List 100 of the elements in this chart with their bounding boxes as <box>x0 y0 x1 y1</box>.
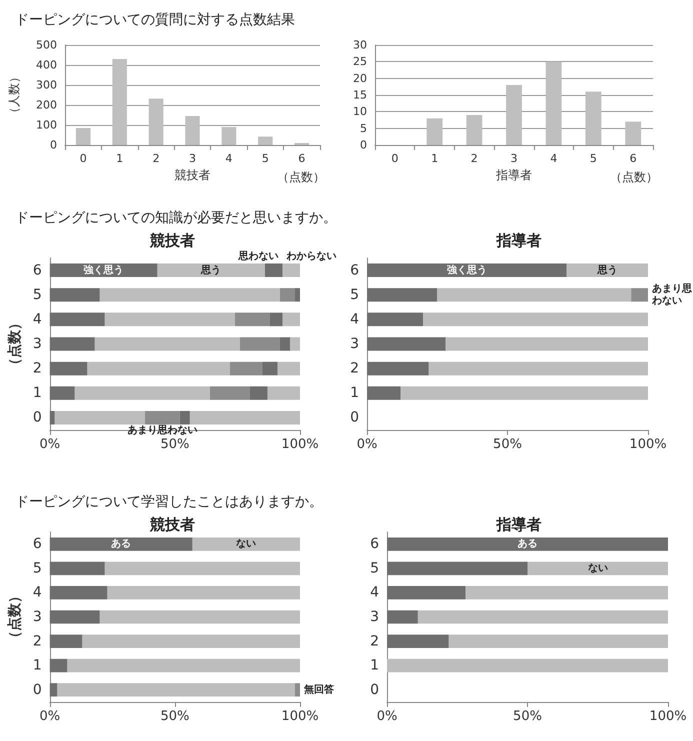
y-tick-label: 2 <box>32 633 42 650</box>
bar <box>367 312 424 326</box>
chart-subtitle: 競技者 <box>149 232 195 250</box>
series-label: ある <box>518 538 538 550</box>
y-tick-label: 400 <box>36 58 57 72</box>
bar <box>387 634 449 648</box>
bar <box>426 118 443 145</box>
y-tick-label: 4 <box>32 584 42 601</box>
bar <box>387 562 528 576</box>
bar <box>367 386 401 400</box>
y-tick-label: 3 <box>32 609 42 625</box>
x-tick-label: 50% <box>160 437 190 452</box>
bar <box>190 410 300 424</box>
bar <box>50 634 82 648</box>
x-tick-label: 50% <box>513 709 542 724</box>
y-tick-label: 0 <box>370 682 379 698</box>
bar <box>387 586 466 600</box>
y-tick-label: 20 <box>353 72 367 85</box>
bar <box>528 562 668 576</box>
x-tick-label: 5 <box>262 152 269 165</box>
bar <box>423 312 648 326</box>
bar <box>100 288 280 302</box>
x-tick-label: 1 <box>116 152 124 165</box>
bar <box>387 537 668 551</box>
bar <box>82 634 300 648</box>
bar <box>234 312 270 326</box>
y-tick-label: 5 <box>370 560 379 576</box>
x-tick-label: 0 <box>391 152 398 165</box>
x-tick-label: 100% <box>281 709 319 724</box>
bar <box>107 586 300 600</box>
chart-title: ドーピングについての質問に対する点数結果 <box>15 12 295 28</box>
series-label: ない <box>588 562 608 574</box>
x-axis-title: 指導者 <box>495 168 532 182</box>
x-tick-label: 0% <box>376 709 398 724</box>
chart-title: 指導者 <box>496 516 542 534</box>
bar <box>294 288 300 302</box>
series-label: あまり思わない <box>651 282 692 306</box>
y-tick-label: 15 <box>353 88 367 102</box>
series-label: 思う <box>596 264 618 276</box>
bar <box>264 264 282 278</box>
x-tick-label: 0% <box>356 437 378 452</box>
bar <box>367 337 446 351</box>
x-tick-label: 4 <box>225 152 232 165</box>
bar <box>367 288 438 302</box>
y-tick-label: 4 <box>32 311 42 328</box>
bar <box>87 362 230 376</box>
bar <box>446 337 648 351</box>
y-tick-label: 5 <box>32 286 42 303</box>
bar <box>282 264 300 278</box>
x-tick-label: 3 <box>510 152 518 165</box>
y-axis-title: （点数） <box>7 589 23 645</box>
x-tick-label: 100% <box>281 437 319 452</box>
bar <box>104 562 300 576</box>
y-axis-title: （点数） <box>7 316 23 372</box>
bar <box>387 610 418 624</box>
series-label: 強く思う <box>446 264 487 276</box>
x-tick-label: 50% <box>493 437 522 452</box>
y-tick-label: 30 <box>353 38 367 52</box>
bar <box>222 127 236 145</box>
x-tick-label: 6 <box>298 152 306 165</box>
y-tick-label: 6 <box>370 536 380 552</box>
x-tick-label: 100% <box>629 437 667 452</box>
bar <box>112 59 127 145</box>
y-tick-label: 2 <box>370 633 379 650</box>
bar <box>631 288 648 302</box>
bar <box>50 586 108 600</box>
y-tick-label: 100 <box>36 118 57 132</box>
y-tick-label: 2 <box>350 360 359 377</box>
bar <box>50 610 100 624</box>
bar <box>50 386 75 400</box>
bar <box>240 337 280 351</box>
x-tick-label: 4 <box>550 152 558 165</box>
bar <box>230 362 262 376</box>
bar <box>625 122 642 145</box>
series-label: 無回答 <box>303 683 335 696</box>
series-label: あまり思わない <box>127 424 198 436</box>
bar <box>262 362 278 376</box>
y-tick-label: 500 <box>36 38 57 52</box>
y-axis-title: （人数） <box>7 71 21 119</box>
series-label: 思わない <box>237 250 278 262</box>
y-tick-label: 6 <box>32 536 42 552</box>
bar <box>585 92 602 145</box>
y-tick-label: 3 <box>32 336 42 352</box>
series-label: ない <box>236 538 256 550</box>
bar <box>258 136 273 145</box>
x-tick-label: 50% <box>160 709 190 724</box>
bar <box>546 62 562 145</box>
y-tick-label: 0 <box>32 682 42 698</box>
y-tick-label: 2 <box>32 360 42 377</box>
x-tick-label: 1 <box>431 152 438 165</box>
chart-title: 指導者 <box>496 232 542 250</box>
bar <box>210 386 250 400</box>
y-tick-label: 1 <box>370 658 379 674</box>
x-tick-label: 0% <box>39 437 60 452</box>
y-tick-label: 6 <box>32 262 42 278</box>
bar <box>192 537 300 551</box>
bar <box>367 362 429 376</box>
series-label: 思う <box>200 264 222 276</box>
bar <box>290 337 300 351</box>
bar <box>282 312 300 326</box>
